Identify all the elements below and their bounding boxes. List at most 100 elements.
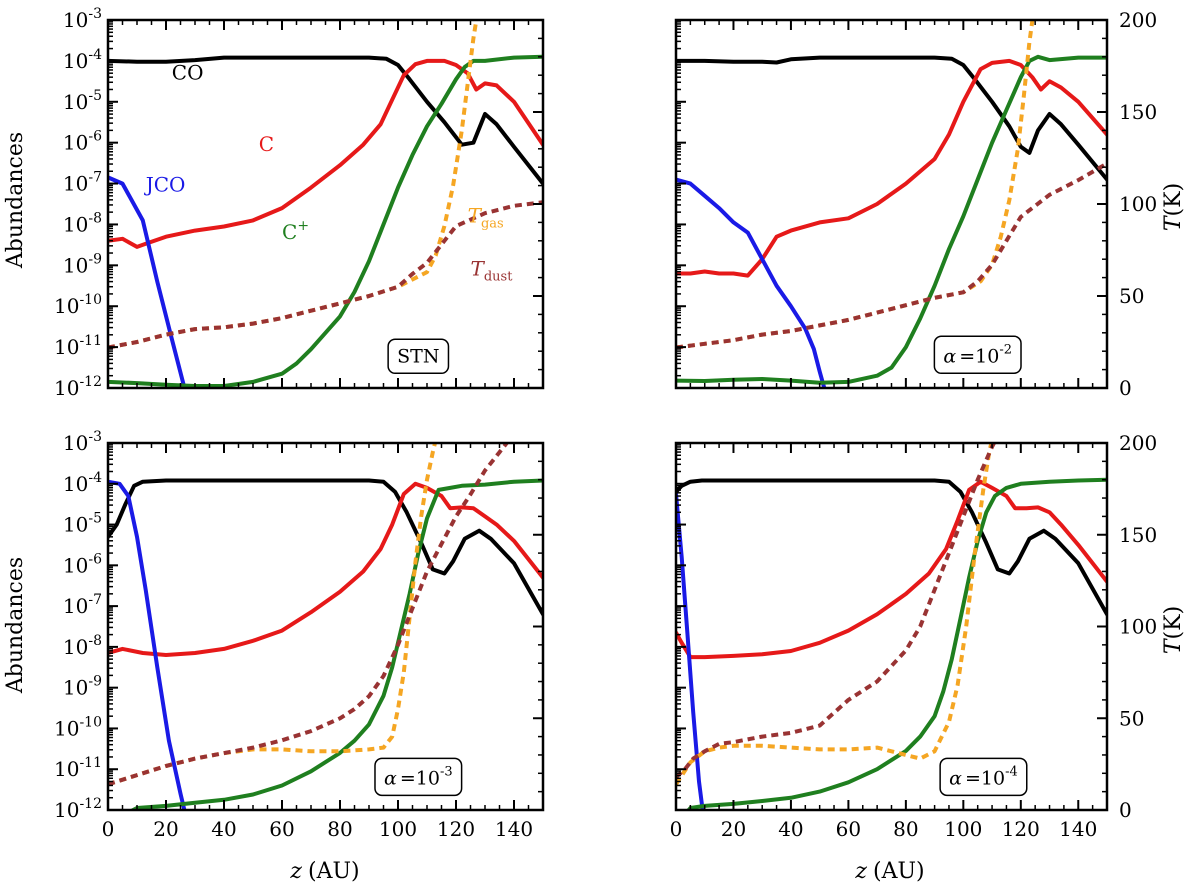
y-tick-exp: -8	[88, 210, 102, 226]
y-tick-label: 10-9	[63, 674, 102, 700]
y-right-tick-label: 100	[1119, 192, 1157, 216]
y-tick-exp: -6	[88, 551, 102, 567]
ticks: 10-1210-1110-1010-910-810-710-610-510-41…	[54, 6, 543, 400]
y-tick-label: 10-3	[63, 429, 102, 455]
y-tick-base: 10	[63, 513, 88, 537]
y-tick-exp: -3	[88, 429, 102, 445]
y-tick-exp: -6	[88, 129, 102, 145]
xlabel-left: z (AU)	[289, 859, 359, 884]
x-tick-label: 40	[211, 817, 236, 841]
y-right-tick-label: 50	[1119, 706, 1144, 730]
y-tick-exp: -9	[88, 251, 102, 267]
x-tick-label: 40	[778, 817, 803, 841]
series-line-c	[108, 58, 543, 249]
y-right-tick-label: 0	[1119, 798, 1132, 822]
series-line-cplus	[128, 478, 543, 810]
curve-label-tdust: Tdust	[471, 257, 514, 285]
y-tick-base: 10	[63, 90, 88, 114]
x-tick-label: 140	[1059, 817, 1097, 841]
y-tick-base: 10	[54, 716, 79, 740]
y-tick-label: 10-8	[63, 210, 102, 236]
y-tick-base: 10	[63, 49, 88, 73]
series-group	[676, 443, 1107, 810]
y-tick-label: 10-11	[54, 333, 102, 359]
panel-label-box: STN	[387, 338, 450, 375]
series-line-c	[108, 481, 543, 657]
ticks: 0 50 100 150 200	[675, 8, 1157, 400]
ylabel-right-unit: (K)	[1161, 183, 1186, 217]
ylabel-left-top: Abundances	[3, 132, 28, 269]
x-tick-label: 120	[1002, 817, 1040, 841]
series-line-jco	[676, 177, 827, 388]
series-line-cplus	[676, 54, 1107, 385]
x-tick-label: 0	[102, 817, 115, 841]
panel-top-left: 10-1210-1110-1010-910-810-710-610-510-41…	[54, 6, 545, 400]
y-tick-label: 10-7	[63, 592, 102, 618]
axes-frame	[674, 18, 1109, 390]
series-line-co	[676, 55, 1107, 182]
y-tick-label: 10-4	[63, 47, 102, 73]
panel-label-box: α =10-2	[933, 335, 1022, 375]
y-tick-base: 10	[63, 635, 88, 659]
y-tick-exp: -5	[88, 88, 102, 104]
curve-label-co: CO	[172, 60, 204, 84]
xlabel-unit: (AU)	[308, 859, 360, 884]
y-tick-base: 10	[54, 798, 79, 822]
y-tick-label: 10-10	[54, 714, 102, 740]
y-tick-exp: -11	[79, 755, 102, 771]
y-tick-label: 10-5	[63, 511, 102, 537]
panel-label-frame	[387, 338, 450, 375]
ylabel-right-symbol: T	[1161, 637, 1186, 654]
ticks: 0 20 40 60 80 100 120 14010-1210-1110-1010-910-…	[54, 429, 543, 841]
y-tick-base: 10	[63, 172, 88, 196]
y-tick-exp: -10	[79, 292, 102, 308]
y-tick-exp: -4	[88, 470, 102, 486]
ylabel-right-symbol: T	[1161, 214, 1186, 231]
y-tick-base: 10	[63, 472, 88, 496]
y-tick-base: 10	[63, 131, 88, 155]
alpha-exponent: -2	[999, 342, 1012, 357]
series-line-tgas	[108, 443, 438, 787]
y-tick-label: 10-9	[63, 251, 102, 277]
y-tick-exp: -11	[79, 333, 102, 349]
y-right-tick-label: 150	[1119, 523, 1157, 547]
series-group	[108, 443, 543, 810]
panel-bottom-right: 0 20 40 60 80 100 120 140 0 50 100 150 200 α =10-4	[670, 431, 1158, 841]
y-tick-label: 10-3	[63, 6, 102, 32]
x-tick-label: 100	[379, 817, 417, 841]
panel-label-frame	[933, 335, 1022, 375]
x-tick-label: 0	[670, 817, 683, 841]
ylabel-right-top: T(K)	[1161, 183, 1186, 231]
x-tick-label: 20	[721, 817, 746, 841]
series-line-cplus	[108, 54, 543, 388]
y-right-tick-label: 100	[1119, 615, 1157, 639]
y-tick-label: 10-6	[63, 129, 102, 155]
y-tick-base: 10	[54, 294, 79, 318]
y-tick-label: 10-4	[63, 470, 102, 496]
series-line-tdust	[108, 443, 510, 787]
series-line-tdust	[676, 161, 1107, 350]
y-tick-label: 10-11	[54, 755, 102, 781]
y-tick-exp: -12	[79, 796, 102, 812]
y-tick-exp: -8	[88, 633, 102, 649]
ylabel-right-bottom: T(K)	[1161, 606, 1186, 654]
alpha-symbol: α	[943, 345, 956, 367]
panel-top-right: 0 50 100 150 200 α =10-2	[674, 8, 1157, 400]
y-tick-label: 10-7	[63, 170, 102, 196]
x-tick-label: 20	[153, 817, 178, 841]
y-tick-exp: -4	[88, 47, 102, 63]
y-tick-base: 10	[63, 253, 88, 277]
y-tick-base: 10	[54, 376, 79, 400]
xlabel-unit: (AU)	[873, 859, 925, 884]
axes-frame	[674, 441, 1109, 812]
y-tick-exp: -3	[88, 6, 102, 22]
y-tick-label: 10-10	[54, 292, 102, 318]
y-right-tick-label: 150	[1119, 100, 1157, 124]
y-right-tick-label: 200	[1119, 8, 1157, 32]
y-tick-base: 10	[54, 757, 79, 781]
series-line-tdust	[676, 443, 997, 779]
y-tick-label: 10-5	[63, 88, 102, 114]
series-line-co	[676, 478, 1107, 617]
